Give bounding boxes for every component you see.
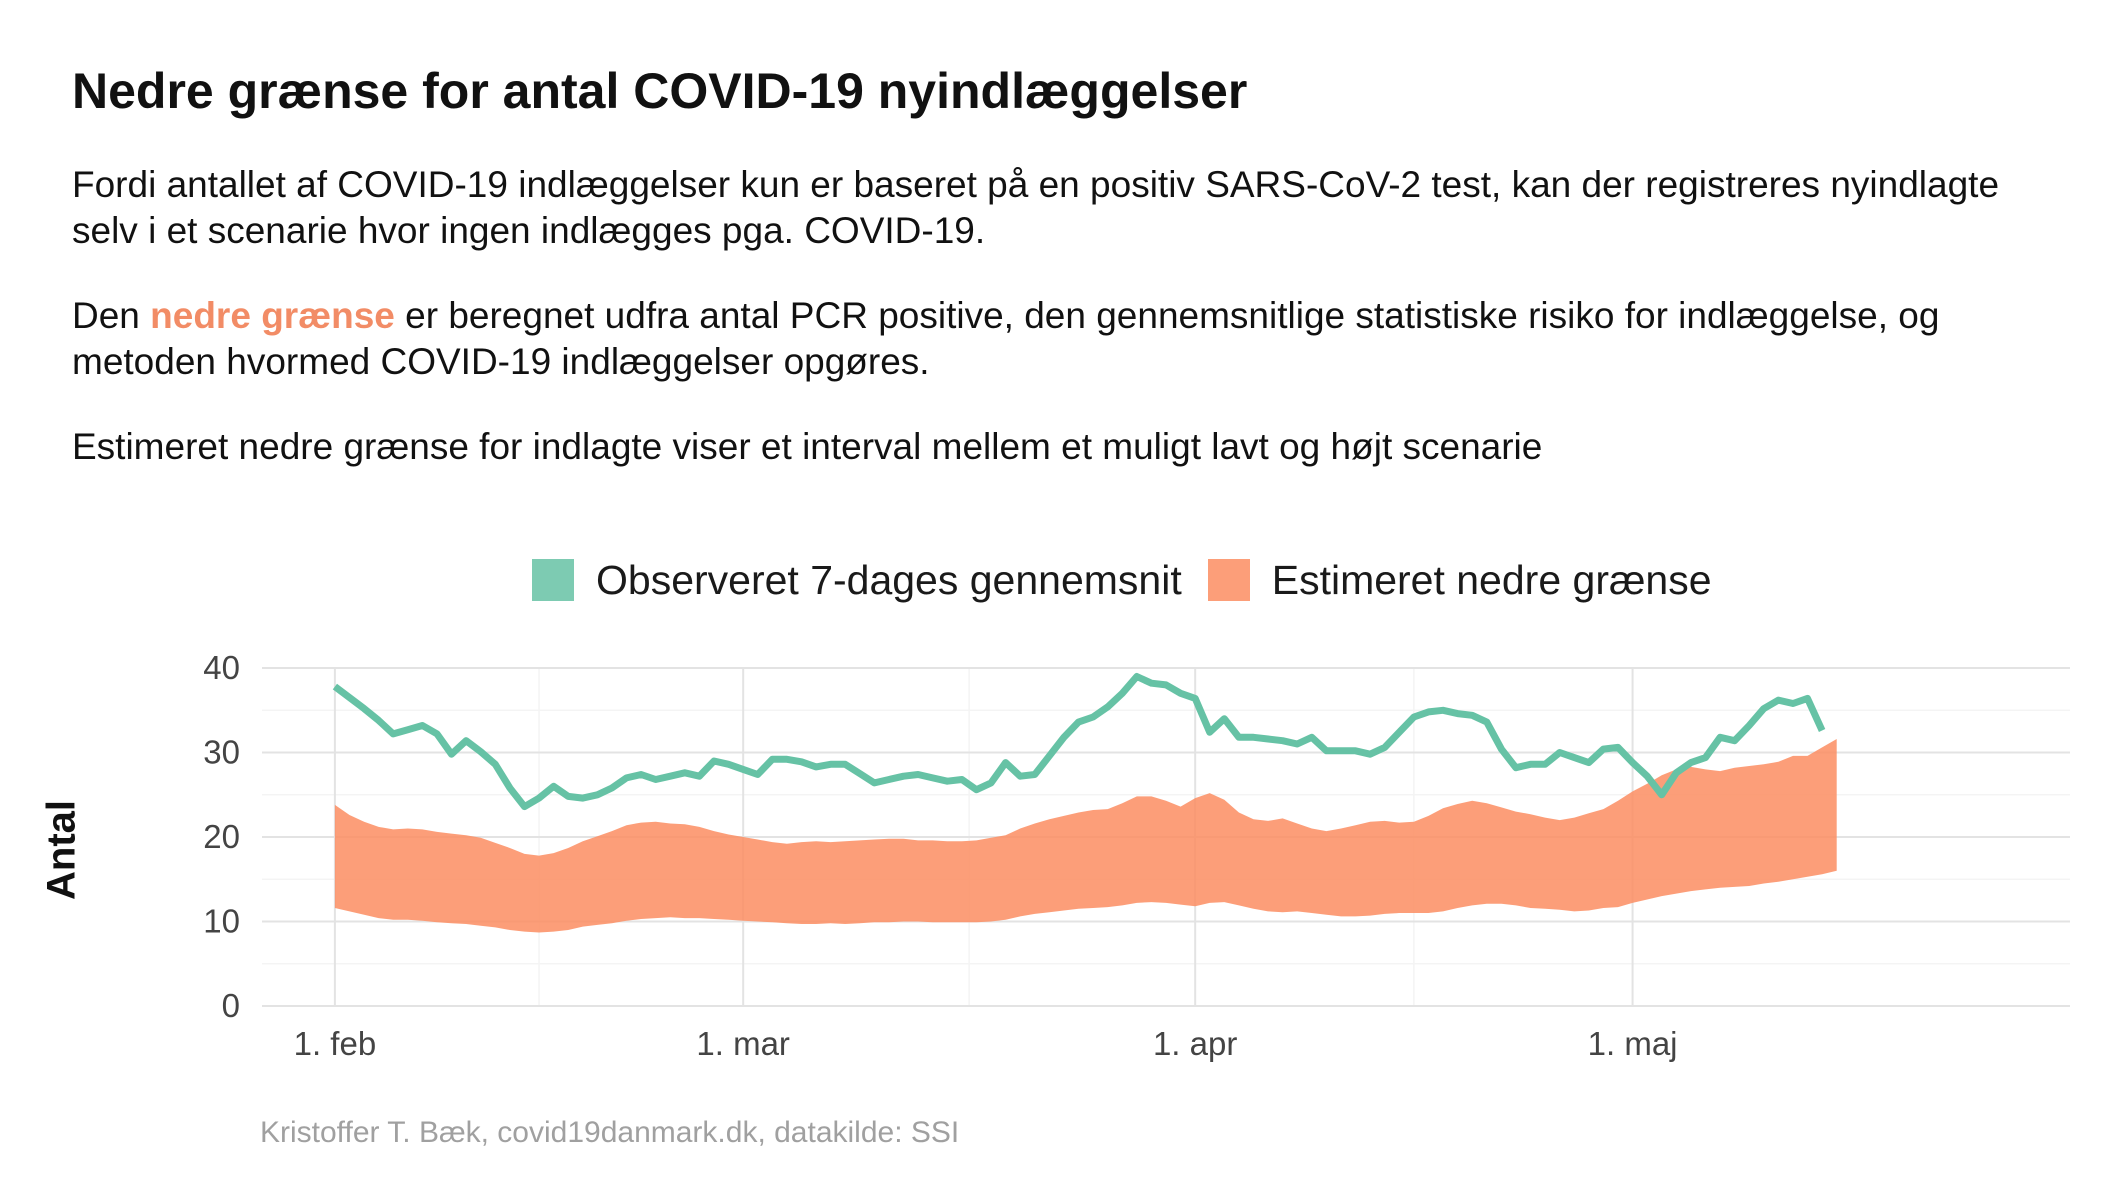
legend-key-observed: [532, 559, 574, 601]
description-paragraph-3: Estimeret nedre grænse for indlagte vise…: [72, 426, 1543, 467]
legend-label-estimate: Estimeret nedre grænse: [1271, 556, 1712, 603]
legend-item-observed: Observeret 7-dages gennemsnit: [532, 557, 1182, 604]
observed-line: [332, 673, 1826, 811]
legend-item-estimate: Estimeret nedre grænse: [1207, 556, 1712, 604]
x-tick-label: 1. feb: [294, 1025, 377, 1062]
p2-text-before: Den: [72, 295, 151, 336]
p2-text-after: er beregnet udfra antal PCR positive, de…: [72, 295, 1940, 382]
highlight-nedre-graense: nedre grænse: [150, 295, 395, 336]
description-paragraph-1: Fordi antallet af COVID-19 indlæggelser …: [72, 164, 2000, 251]
y-tick-label: 30: [203, 734, 240, 771]
y-tick-label: 40: [203, 649, 240, 686]
x-tick-label: 1. mar: [696, 1025, 790, 1062]
description-paragraph-2: Den nedre grænse er beregnet udfra antal…: [72, 293, 2052, 385]
x-tick-label: 1. apr: [1153, 1025, 1237, 1062]
y-tick-label: 20: [203, 818, 240, 855]
legend-key-estimate: [1207, 559, 1250, 601]
source-caption: Kristoffer T. Bæk, covid19danmark.dk, da…: [260, 1116, 960, 1149]
x-tick-label: 1. maj: [1588, 1025, 1678, 1062]
chart-legend: Observeret 7-dages gennemsnit Estimeret …: [532, 555, 1738, 605]
legend-label-observed: Observeret 7-dages gennemsnit: [596, 556, 1182, 603]
chart-title: Nedre grænse for antal COVID-19 nyindlæg…: [72, 63, 1248, 119]
y-tick-label: 0: [222, 987, 240, 1024]
estimate-band: [334, 739, 1837, 933]
y-tick-label: 10: [203, 903, 240, 940]
